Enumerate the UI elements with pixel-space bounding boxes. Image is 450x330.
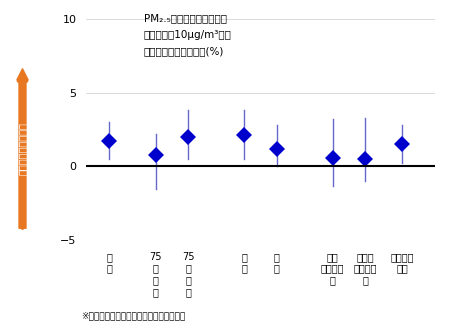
Text: 全
体: 全 体: [106, 252, 112, 274]
Text: PM₂.₅の心停止前日と当日: PM₂.₅の心停止前日と当日: [144, 13, 227, 23]
Text: 有効では
ない: 有効では ない: [391, 252, 414, 274]
Text: 75
歳
以
上: 75 歳 以 上: [182, 252, 195, 297]
Text: 平均濃度が10μg/m³上昇: 平均濃度が10μg/m³上昇: [144, 30, 232, 40]
Text: 心停止が増える方向: 心停止が増える方向: [18, 122, 27, 175]
Text: 電気
ショック
が: 電気 ショック が: [321, 252, 344, 285]
Text: 女
性: 女 性: [274, 252, 280, 274]
Text: 75
歳
未
満: 75 歳 未 満: [150, 252, 162, 297]
Text: 有効な
心臓リズ
ム: 有効な 心臓リズ ム: [353, 252, 377, 285]
FancyArrowPatch shape: [17, 69, 28, 228]
Text: 男
性: 男 性: [241, 252, 247, 274]
Text: ※気温、湿度、インフルエンザ流行を調整: ※気温、湿度、インフルエンザ流行を調整: [81, 311, 185, 320]
Text: あたりの心停止増加率(%): あたりの心停止増加率(%): [144, 46, 225, 56]
